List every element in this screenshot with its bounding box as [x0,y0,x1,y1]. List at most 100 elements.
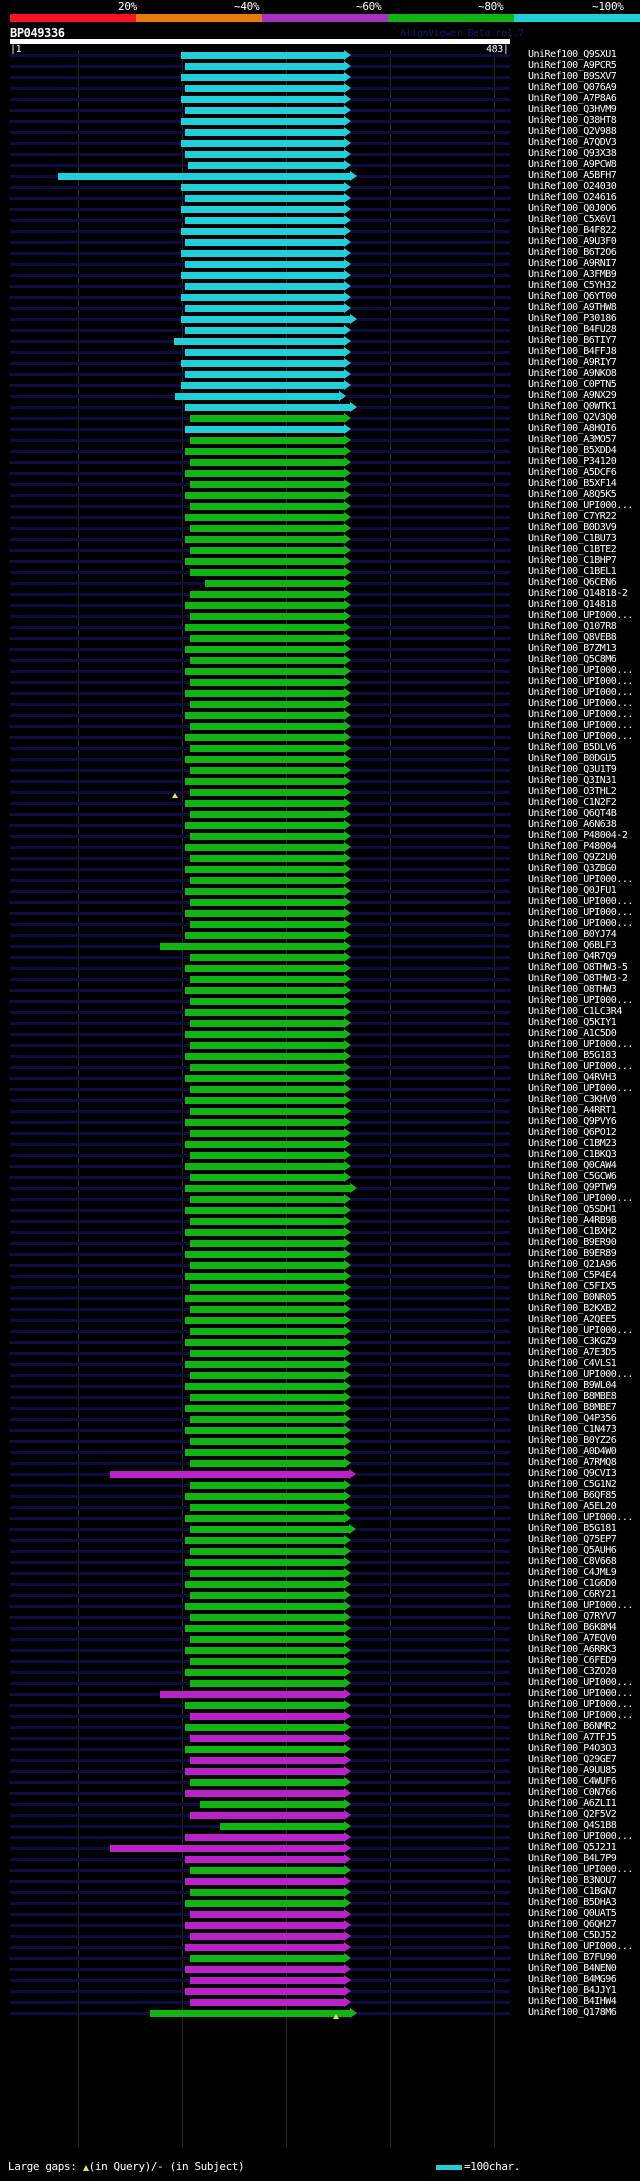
hit-row[interactable]: UniRef100_C6RY21 [0,1589,640,1601]
hit-row[interactable]: UniRef100_A8HQI6 [0,423,640,435]
hsp-bar[interactable] [185,844,344,851]
hit-row[interactable]: UniRef100_O8THW3-5 [0,962,640,974]
hsp-bar[interactable] [185,1075,344,1082]
hit-row[interactable]: UniRef100_UPI000... [0,698,640,710]
hit-row[interactable]: UniRef100_B7FU90 [0,1952,640,1964]
hsp-bar[interactable] [190,1713,344,1720]
hit-id-label[interactable]: UniRef100_UPI000... [528,907,633,918]
hsp-bar[interactable] [160,1691,344,1698]
hit-row[interactable]: UniRef100_B5G181 [0,1523,640,1535]
hsp-bar[interactable] [181,184,344,191]
hit-id-label[interactable]: UniRef100_B4FU28 [528,324,617,335]
hit-id-label[interactable]: UniRef100_UPI000... [528,698,633,709]
hit-id-label[interactable]: UniRef100_Q75EP7 [528,1534,617,1545]
hsp-bar[interactable] [190,855,344,862]
hsp-bar[interactable] [185,1900,344,1907]
hsp-bar[interactable] [190,1240,344,1247]
hsp-bar[interactable] [185,734,344,741]
hit-row[interactable]: UniRef100_A3FMB9 [0,269,640,281]
hit-row[interactable]: UniRef100_UPI000... [0,1688,640,1700]
hsp-bar[interactable] [185,1856,344,1863]
hit-id-label[interactable]: UniRef100_P30186 [528,313,617,324]
hit-id-label[interactable]: UniRef100_Q4P356 [528,1413,617,1424]
hsp-bar[interactable] [185,129,344,136]
hit-id-label[interactable]: UniRef100_P34120 [528,456,617,467]
hit-id-label[interactable]: UniRef100_B0D3V9 [528,522,617,533]
hsp-bar[interactable] [181,118,344,125]
hit-row[interactable]: UniRef100_O24616 [0,192,640,204]
hit-row[interactable]: UniRef100_P34120 [0,456,640,468]
hit-id-label[interactable]: UniRef100_C1BXH2 [528,1226,617,1237]
hit-id-label[interactable]: UniRef100_A7E3D5 [528,1347,617,1358]
hit-id-label[interactable]: UniRef100_B7ZM13 [528,643,617,654]
hit-id-label[interactable]: UniRef100_Q0J0O6 [528,203,617,214]
hit-row[interactable]: UniRef100_A9UU85 [0,1765,640,1777]
hit-id-label[interactable]: UniRef100_UPI000... [528,874,633,885]
hit-id-label[interactable]: UniRef100_O8THW3 [528,984,617,995]
hsp-bar[interactable] [190,1977,344,1984]
hsp-bar[interactable] [185,690,344,697]
hit-row[interactable]: UniRef100_C5X6V1 [0,214,640,226]
hsp-bar[interactable] [190,1218,344,1225]
hit-row[interactable]: UniRef100_P48004-2 [0,830,640,842]
hit-id-label[interactable]: UniRef100_C6FED9 [528,1655,617,1666]
hit-row[interactable]: UniRef100_UPI000... [0,874,640,886]
hit-id-label[interactable]: UniRef100_B9SXV7 [528,71,617,82]
hsp-bar[interactable] [185,1559,344,1566]
hit-id-label[interactable]: UniRef100_B4F822 [528,225,617,236]
hsp-bar[interactable] [190,1504,344,1511]
hit-row[interactable]: UniRef100_A6ZLI1 [0,1798,640,1810]
hit-id-label[interactable]: UniRef100_Q6BLF3 [528,940,617,951]
hsp-bar[interactable] [185,239,344,246]
hit-row[interactable]: UniRef100_UPI000... [0,1710,640,1722]
hit-row[interactable]: UniRef100_UPI000... [0,995,640,1007]
hit-row[interactable]: UniRef100_A7EQV0 [0,1633,640,1645]
hsp-bar[interactable] [185,1119,344,1126]
hsp-bar[interactable] [110,1845,344,1852]
hit-row[interactable]: UniRef100_UPI000... [0,720,640,732]
hit-row[interactable]: UniRef100_C1G6D0 [0,1578,640,1590]
hit-row[interactable]: UniRef100_B4L7P9 [0,1853,640,1865]
hit-row[interactable]: UniRef100_Q5J2J1 [0,1842,640,1854]
hit-id-label[interactable]: UniRef100_B4JJY1 [528,1985,617,1996]
hsp-bar[interactable] [160,943,344,950]
hit-id-label[interactable]: UniRef100_UPI000... [528,720,633,731]
hit-row[interactable]: UniRef100_O24030 [0,181,640,193]
hit-id-label[interactable]: UniRef100_Q107R8 [528,621,617,632]
hit-row[interactable]: UniRef100_B3NOU7 [0,1875,640,1887]
hit-row[interactable]: UniRef100_Q4S1B8 [0,1820,640,1832]
hsp-bar[interactable] [185,305,344,312]
hsp-bar[interactable] [190,833,344,840]
hit-row[interactable]: UniRef100_O8THW3 [0,984,640,996]
hit-id-label[interactable]: UniRef100_Q5AUH6 [528,1545,617,1556]
hit-id-label[interactable]: UniRef100_B0NR05 [528,1292,617,1303]
hsp-bar[interactable] [110,1471,349,1478]
hit-id-label[interactable]: UniRef100_Q6YT00 [528,291,617,302]
hsp-bar[interactable] [190,1460,344,1467]
hsp-bar[interactable] [190,437,344,444]
hit-id-label[interactable]: UniRef100_Q7RYV7 [528,1611,617,1622]
hsp-bar[interactable] [185,1009,344,1016]
hit-row[interactable]: UniRef100_Q9Z2U0 [0,852,640,864]
hsp-bar[interactable] [185,283,344,290]
hsp-bar[interactable] [185,448,344,455]
hsp-bar[interactable] [190,1735,344,1742]
hsp-bar[interactable] [185,349,344,356]
hit-row[interactable]: UniRef100_C6FED9 [0,1655,640,1667]
hsp-bar[interactable] [181,382,344,389]
hsp-bar[interactable] [185,151,344,158]
hit-row[interactable]: UniRef100_C1BM23 [0,1138,640,1150]
hsp-bar[interactable] [190,1306,344,1313]
hsp-bar[interactable] [190,481,344,488]
hit-id-label[interactable]: UniRef100_UPI000... [528,995,633,1006]
hsp-bar[interactable] [185,195,344,202]
hit-row[interactable]: UniRef100_P30186 [0,313,640,325]
hsp-bar[interactable] [185,1383,344,1390]
hsp-bar[interactable] [181,272,344,279]
hsp-bar[interactable] [185,646,344,653]
hsp-bar[interactable] [185,514,344,521]
hit-id-label[interactable]: UniRef100_UPI000... [528,918,633,929]
hit-row[interactable]: UniRef100_Q5C8M6 [0,654,640,666]
hit-row[interactable]: UniRef100_B5XF14 [0,478,640,490]
hit-id-label[interactable]: UniRef100_Q3ZBG0 [528,863,617,874]
